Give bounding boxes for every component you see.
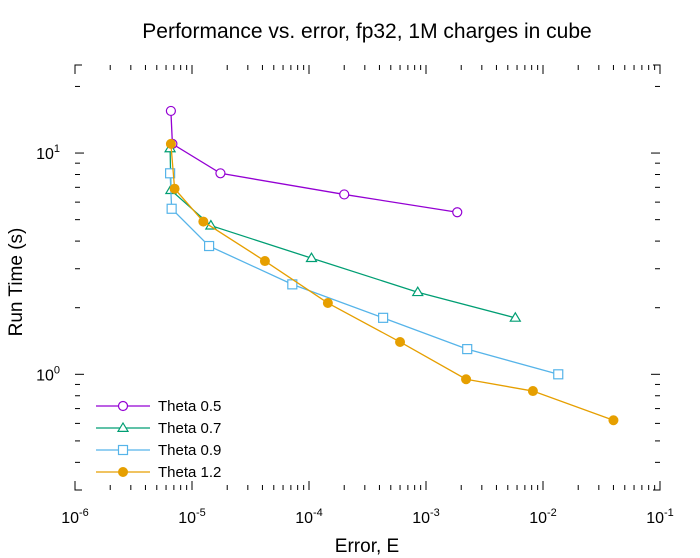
series-line — [169, 173, 559, 375]
y-axis-label: Run Time (s) — [6, 228, 27, 337]
data-point — [322, 298, 333, 309]
legend-marker — [117, 444, 129, 456]
frame-corner — [653, 64, 661, 72]
data-point — [339, 189, 350, 200]
legend-item: Theta 0.5 — [96, 398, 221, 415]
data-point — [527, 386, 538, 397]
series-4 — [165, 138, 619, 426]
data-point — [553, 369, 564, 380]
x-tick-label: 10-3 — [412, 507, 440, 527]
legend-item: Theta 1.2 — [96, 464, 221, 481]
x-tick-label: 10-1 — [646, 507, 674, 527]
data-point — [203, 240, 215, 252]
data-point — [452, 207, 463, 218]
legend-marker — [118, 467, 128, 477]
legend: Theta 0.5 Theta 0.7 Theta 0.9 Theta 1.2 — [96, 398, 221, 481]
x-tick-label: 10-2 — [529, 507, 557, 527]
data-point — [165, 168, 176, 179]
legend-label: Theta 0.7 — [158, 420, 221, 437]
frame-corner — [74, 483, 82, 491]
x-tick-label: 10-6 — [61, 507, 89, 527]
legend-item: Theta 0.7 — [96, 420, 221, 437]
x-tick-label: 10-5 — [178, 507, 206, 527]
data-point — [215, 168, 226, 179]
data-point — [166, 203, 177, 214]
x-axis-label: Error, E — [335, 536, 399, 557]
legend-label: Theta 0.9 — [158, 442, 221, 459]
series-3 — [165, 168, 564, 380]
data-point — [395, 336, 406, 347]
y-tick-label: 100 — [36, 364, 60, 384]
series-line — [170, 143, 614, 421]
frame-corner — [74, 64, 82, 72]
data-point — [462, 343, 473, 355]
series-line — [170, 110, 458, 213]
data-point — [165, 105, 176, 117]
legend-label: Theta 1.2 — [158, 464, 221, 481]
legend-label: Theta 0.5 — [158, 398, 221, 415]
data-point — [165, 138, 176, 149]
data-point — [608, 415, 619, 426]
legend-marker — [117, 400, 129, 412]
data-point — [509, 311, 522, 322]
series-1 — [165, 105, 463, 218]
frame-corner — [653, 483, 661, 491]
data-point — [198, 216, 209, 227]
data-point — [259, 256, 270, 267]
data-point — [305, 251, 318, 263]
chart-title: Performance vs. error, fp32, 1M charges … — [142, 20, 591, 43]
data-point — [411, 286, 424, 297]
data-point — [169, 183, 180, 194]
y-tick-label: 101 — [36, 143, 60, 163]
data-point — [461, 374, 472, 385]
data-point — [378, 312, 389, 323]
legend-item: Theta 0.9 — [96, 442, 221, 459]
x-tick-label: 10-4 — [295, 507, 323, 527]
legend-marker — [116, 421, 130, 432]
